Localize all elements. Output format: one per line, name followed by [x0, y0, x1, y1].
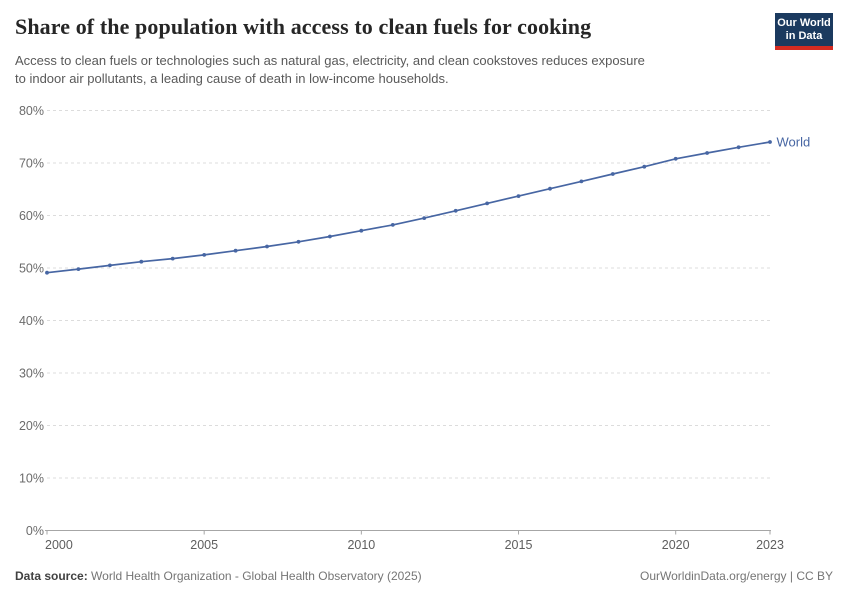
- y-tick-label: 0%: [26, 524, 44, 538]
- data-point: [579, 179, 584, 184]
- data-point: [422, 216, 427, 221]
- data-point: [296, 239, 301, 244]
- data-point: [108, 263, 112, 268]
- x-tick-label: 2020: [662, 538, 690, 552]
- data-point: [265, 244, 269, 249]
- y-tick-label: 60%: [19, 209, 44, 223]
- data-point: [139, 259, 144, 264]
- data-point: [673, 156, 678, 161]
- data-point: [202, 253, 207, 257]
- data-point: [45, 270, 49, 275]
- data-point: [642, 164, 647, 169]
- y-tick-label: 80%: [19, 104, 44, 118]
- y-tick-label: 50%: [19, 262, 44, 276]
- x-tick-label: 2023: [756, 538, 784, 552]
- y-tick-label: 10%: [19, 472, 44, 486]
- page-title: Share of the population with access to c…: [15, 14, 592, 39]
- page-subtitle-line1: Access to clean fuels or technologies su…: [15, 53, 645, 68]
- data-point: [705, 151, 709, 155]
- data-point: [736, 145, 741, 150]
- data-source-text: World Health Organization - Global Healt…: [87, 569, 422, 583]
- data-point: [233, 248, 238, 253]
- y-tick-label: 70%: [19, 157, 44, 171]
- data-point: [548, 186, 552, 191]
- x-tick-label: 2015: [505, 538, 533, 552]
- data-point: [76, 267, 81, 271]
- owid-logo-line1: Our World: [777, 16, 831, 29]
- data-point: [328, 234, 332, 239]
- y-tick-label: 40%: [19, 314, 44, 328]
- x-tick-label: 2000: [45, 538, 73, 552]
- y-tick-label: 20%: [19, 419, 44, 433]
- chart-footer: Data source: World Health Organization -…: [15, 569, 833, 583]
- footer-attribution: OurWorldinData.org/energy | CC BY: [640, 569, 833, 583]
- series-end-label: World: [777, 135, 811, 150]
- owid-logo-line2: in Data: [785, 29, 823, 42]
- y-tick-label: 30%: [19, 367, 44, 381]
- page-subtitle-line2: to indoor air pollutants, a leading caus…: [15, 71, 449, 86]
- series-line: [46, 141, 771, 274]
- x-tick-label: 2010: [347, 538, 375, 552]
- data-point: [390, 223, 395, 227]
- data-point: [170, 256, 175, 261]
- data-point: [516, 194, 521, 199]
- x-tick-label: 2005: [190, 538, 218, 552]
- data-source-label: Data source:: [15, 569, 88, 583]
- page-subtitle: Access to clean fuels or technologies su…: [15, 52, 760, 88]
- data-source: Data source: World Health Organization -…: [15, 569, 422, 583]
- data-point: [359, 228, 364, 233]
- data-point: [610, 172, 615, 176]
- data-point: [453, 208, 458, 213]
- owid-logo: Our World in Data: [775, 13, 833, 50]
- data-point: [768, 140, 772, 144]
- data-point: [485, 201, 489, 206]
